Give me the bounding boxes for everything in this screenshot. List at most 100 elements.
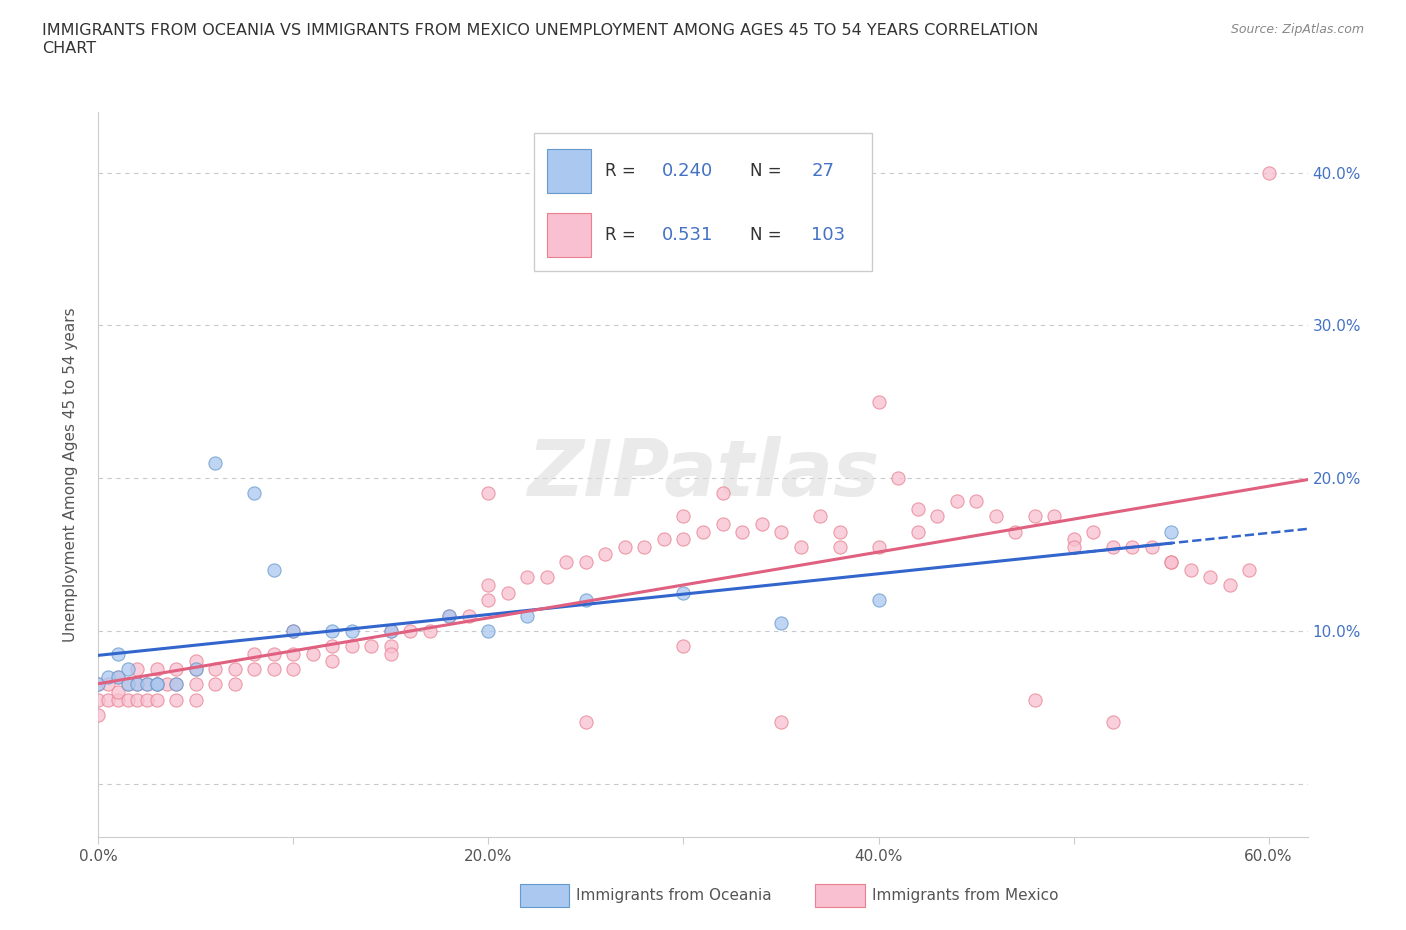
Point xyxy=(477,486,499,501)
Point xyxy=(595,547,617,562)
Point xyxy=(769,616,792,631)
Point xyxy=(672,585,695,600)
Point xyxy=(204,677,226,692)
Point xyxy=(1257,166,1279,180)
Point xyxy=(87,677,110,692)
Text: ZIPatlas: ZIPatlas xyxy=(527,436,879,512)
Point xyxy=(751,516,773,531)
Point xyxy=(1004,525,1026,539)
Point xyxy=(711,486,734,501)
Point xyxy=(1121,539,1143,554)
Point xyxy=(263,646,285,661)
Point xyxy=(340,623,363,638)
Point xyxy=(828,525,851,539)
Point xyxy=(575,715,598,730)
Point xyxy=(87,708,110,723)
Point xyxy=(117,661,139,676)
Point xyxy=(263,563,285,578)
Point xyxy=(146,677,169,692)
Point xyxy=(496,585,519,600)
Point xyxy=(828,539,851,554)
Point xyxy=(887,471,910,485)
Point xyxy=(536,570,558,585)
Point xyxy=(380,646,402,661)
Point xyxy=(127,692,149,707)
Point xyxy=(136,677,159,692)
Point xyxy=(184,692,207,707)
Point xyxy=(1160,525,1182,539)
Point xyxy=(808,509,831,524)
Point xyxy=(516,570,538,585)
Point xyxy=(263,661,285,676)
Point xyxy=(360,639,382,654)
Point xyxy=(458,608,481,623)
Point xyxy=(575,592,598,607)
Point xyxy=(184,661,207,676)
Point xyxy=(184,661,207,676)
Point xyxy=(1160,554,1182,569)
Text: IMMIGRANTS FROM OCEANIA VS IMMIGRANTS FROM MEXICO UNEMPLOYMENT AMONG AGES 45 TO : IMMIGRANTS FROM OCEANIA VS IMMIGRANTS FR… xyxy=(42,23,1039,56)
Point xyxy=(127,677,149,692)
Point xyxy=(1219,578,1241,592)
Point xyxy=(107,684,129,699)
Point xyxy=(1043,509,1066,524)
Point xyxy=(107,670,129,684)
Point xyxy=(283,661,305,676)
Point xyxy=(340,639,363,654)
Point xyxy=(439,608,461,623)
Point xyxy=(127,677,149,692)
Point xyxy=(380,639,402,654)
Point xyxy=(243,661,266,676)
Text: Immigrants from Mexico: Immigrants from Mexico xyxy=(872,888,1059,903)
Point xyxy=(184,677,207,692)
Point xyxy=(107,670,129,684)
Point xyxy=(907,525,929,539)
Point xyxy=(945,494,967,509)
Point xyxy=(165,692,187,707)
Point xyxy=(868,539,890,554)
Point xyxy=(97,677,120,692)
Point xyxy=(380,623,402,638)
Point xyxy=(672,532,695,547)
Point xyxy=(146,661,169,676)
Point xyxy=(283,623,305,638)
Point xyxy=(731,525,754,539)
Point xyxy=(117,677,139,692)
Point xyxy=(1101,715,1123,730)
Point xyxy=(117,692,139,707)
Point xyxy=(204,456,226,471)
Point xyxy=(1063,539,1085,554)
Point xyxy=(321,623,343,638)
Point xyxy=(984,509,1007,524)
Point xyxy=(575,554,598,569)
Point xyxy=(107,646,129,661)
Point xyxy=(146,677,169,692)
Point xyxy=(165,677,187,692)
Point xyxy=(224,661,246,676)
Point xyxy=(165,661,187,676)
Point xyxy=(97,692,120,707)
Point xyxy=(1180,563,1202,578)
Point xyxy=(107,692,129,707)
Point xyxy=(1081,525,1104,539)
Point xyxy=(868,394,890,409)
Point xyxy=(516,608,538,623)
Point xyxy=(419,623,441,638)
Point xyxy=(87,677,110,692)
Point xyxy=(302,646,325,661)
Point xyxy=(555,554,578,569)
Point xyxy=(1199,570,1222,585)
Point xyxy=(907,501,929,516)
Point xyxy=(146,692,169,707)
Text: Immigrants from Oceania: Immigrants from Oceania xyxy=(576,888,772,903)
Point xyxy=(117,677,139,692)
Point xyxy=(711,516,734,531)
Point xyxy=(769,715,792,730)
Point xyxy=(243,646,266,661)
Point xyxy=(321,654,343,669)
Point xyxy=(614,539,637,554)
Point xyxy=(477,578,499,592)
Point xyxy=(204,661,226,676)
Point xyxy=(1101,539,1123,554)
Point xyxy=(156,677,179,692)
